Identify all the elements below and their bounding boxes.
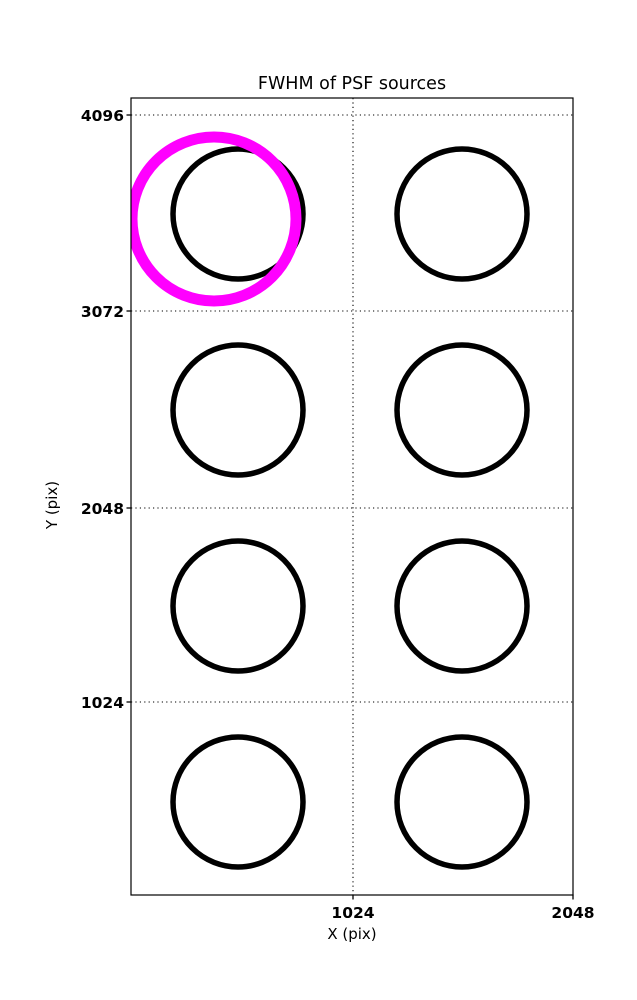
psf-source-circle — [394, 734, 530, 870]
psf-source-circle — [170, 146, 306, 282]
y-axis-label: Y (pix) — [43, 481, 61, 530]
x-axis-label: X (pix) — [327, 925, 376, 943]
highlighted-source-marker — [131, 131, 302, 307]
psf-source-circle — [170, 342, 306, 478]
y-tick-label: 3072 — [81, 303, 124, 321]
psf-source-circle — [394, 146, 530, 282]
y-tick-label: 1024 — [81, 694, 124, 712]
x-tick-label: 1024 — [331, 904, 374, 922]
gridlines — [131, 98, 573, 895]
psf-source-markers — [170, 146, 530, 870]
psf-source-circle — [170, 538, 306, 674]
axes-background — [131, 98, 573, 895]
y-tick-labels: 4096 3072 2048 1024 — [81, 107, 124, 712]
psf-source-circle — [394, 342, 530, 478]
x-tick-labels: 1024 2048 — [331, 904, 594, 922]
psf-source-circle — [170, 734, 306, 870]
y-tick-label: 2048 — [81, 500, 124, 518]
y-tick-label: 4096 — [81, 107, 124, 125]
chart-title: FWHM of PSF sources — [258, 74, 446, 94]
psf-source-circle — [394, 538, 530, 674]
x-tick-label: 2048 — [551, 904, 594, 922]
axes-frame — [130, 97, 574, 896]
highlighted-psf-circle — [131, 131, 302, 307]
